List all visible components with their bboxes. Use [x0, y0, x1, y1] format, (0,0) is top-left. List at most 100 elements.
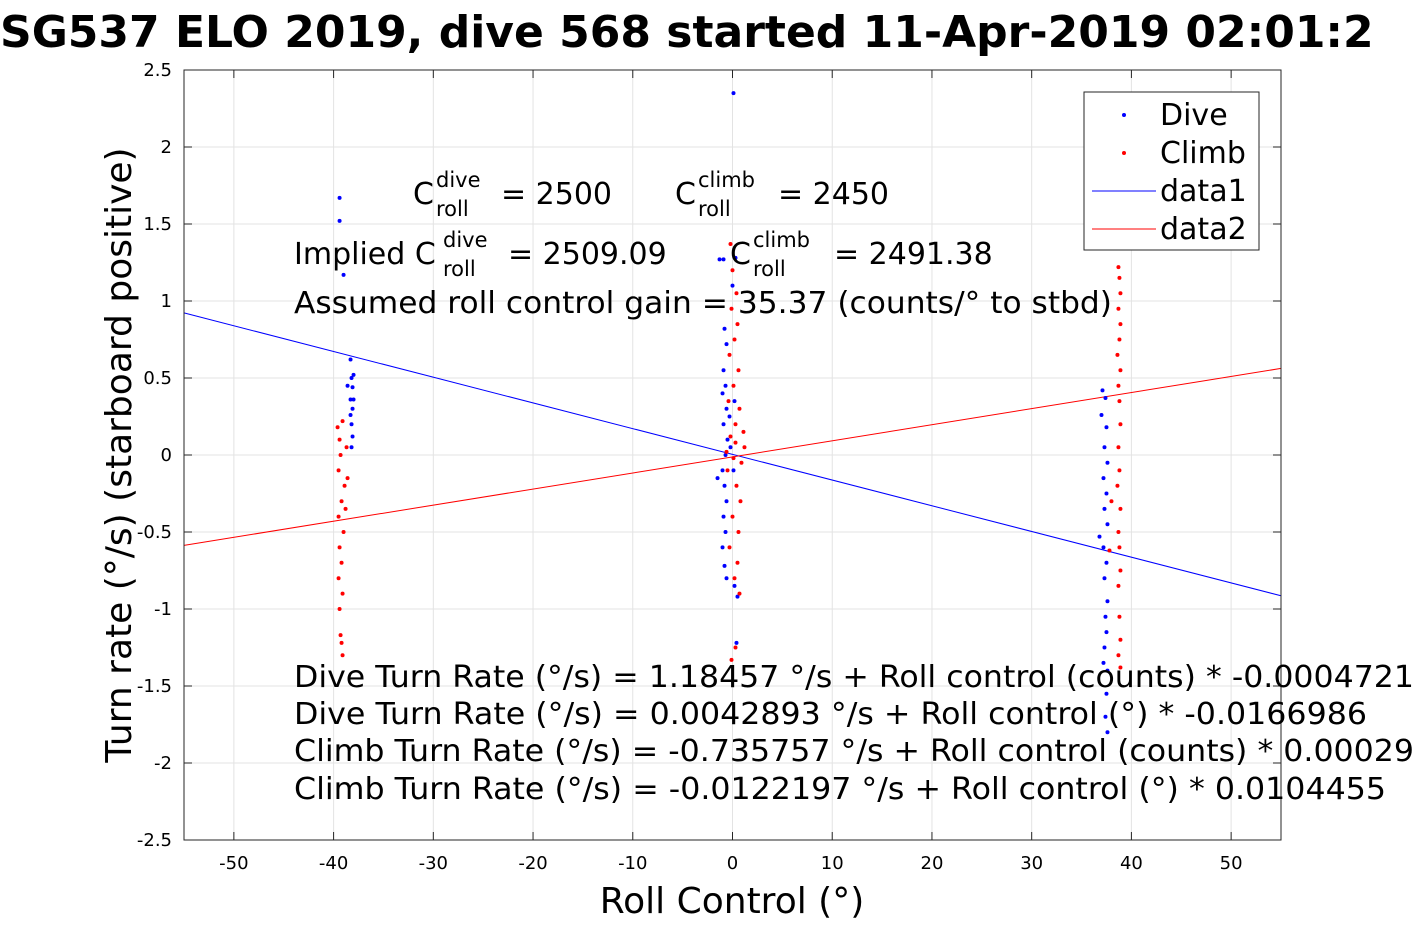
point-climb	[738, 499, 743, 504]
x-tick-label: -20	[518, 853, 547, 874]
point-dive	[351, 372, 356, 377]
y-axis-label: Turn rate (°/s) (starboard positive)	[99, 147, 140, 763]
point-dive	[341, 272, 346, 277]
point-dive	[724, 499, 729, 504]
point-climb	[724, 449, 729, 454]
point-climb	[727, 352, 732, 357]
point-dive	[1104, 630, 1109, 635]
point-dive	[1105, 668, 1110, 673]
point-climb	[739, 460, 744, 465]
gain-annotation: Assumed roll control gain = 35.37 (count…	[294, 286, 1112, 321]
point-dive	[1101, 660, 1106, 665]
point-dive	[351, 397, 356, 402]
y-tick-label: -0.5	[137, 522, 172, 543]
c-roll-dive-value: = 2500	[501, 177, 612, 212]
legend-label-data2: data2	[1160, 212, 1247, 247]
y-tick-label: 2.5	[143, 60, 172, 81]
point-dive	[724, 342, 729, 347]
y-tick-label: -1.5	[137, 676, 172, 697]
point-dive	[727, 414, 732, 419]
point-climb	[337, 607, 342, 611]
point-climb	[337, 545, 342, 550]
point-dive	[1104, 491, 1109, 496]
point-climb	[338, 633, 343, 638]
point-climb	[335, 425, 340, 430]
y-tick-label: 0.5	[143, 368, 172, 389]
point-dive	[1102, 506, 1107, 511]
legend: Dive Climb data1 data2	[1083, 91, 1260, 251]
point-dive	[721, 422, 726, 427]
point-climb	[1118, 506, 1123, 511]
point-climb	[1116, 383, 1121, 388]
point-dive	[1102, 576, 1107, 581]
point-climb	[340, 591, 345, 596]
point-dive	[724, 576, 729, 581]
point-dive	[721, 514, 726, 519]
point-climb	[337, 437, 342, 442]
point-dive	[720, 468, 725, 473]
point-dive	[1101, 545, 1106, 550]
y-axis-ticks: 2.5 2 1.5 1 0.5 0 -0.5 -1 -1.5 -2 -2.5	[137, 60, 1281, 851]
point-dive	[1105, 522, 1110, 527]
fit-equation-3: Climb Turn Rate (°/s) = -0.735757 °/s + …	[294, 734, 1414, 769]
point-dive	[723, 383, 728, 388]
point-dive	[349, 445, 354, 450]
point-climb	[735, 560, 740, 565]
c-roll-dive-base: C	[413, 177, 434, 212]
point-climb	[1118, 422, 1123, 427]
c-roll-climb-value: = 2450	[778, 177, 889, 212]
x-tick-label: 40	[1120, 853, 1143, 874]
point-climb	[344, 445, 349, 450]
point-climb	[733, 440, 738, 445]
implied-climb-value: = 2491.38	[834, 237, 993, 272]
x-tick-label: 20	[921, 853, 944, 874]
point-climb	[339, 499, 344, 504]
fit-equation-1: Dive Turn Rate (°/s) = 1.18457 °/s + Rol…	[294, 660, 1414, 695]
point-climb	[725, 468, 730, 473]
point-dive	[337, 218, 342, 223]
point-climb	[1118, 665, 1123, 670]
point-dive	[1103, 396, 1108, 401]
point-dive	[345, 383, 350, 388]
point-dive	[348, 412, 353, 417]
fit-line-data1	[183, 312, 1282, 597]
point-dive	[722, 483, 727, 488]
point-dive	[735, 594, 740, 599]
x-tick-label: -10	[618, 853, 647, 874]
point-climb	[1116, 653, 1121, 658]
point-climb	[733, 645, 738, 650]
point-climb	[1118, 637, 1123, 642]
point-dive	[720, 391, 725, 396]
c-roll-dive-sup: dive	[436, 168, 481, 192]
x-tick-label: 50	[1220, 853, 1243, 874]
point-dive	[349, 422, 354, 427]
point-climb	[734, 291, 739, 296]
point-dive	[722, 563, 727, 568]
point-climb	[1117, 275, 1122, 280]
implied-climb-sub: roll	[753, 257, 786, 281]
point-dive	[730, 283, 735, 288]
x-tick-label: -40	[319, 853, 348, 874]
x-tick-label: 10	[821, 853, 844, 874]
point-climb	[1116, 306, 1121, 311]
point-dive	[350, 385, 355, 390]
point-dive	[1097, 534, 1102, 539]
point-climb	[735, 322, 740, 327]
point-climb	[338, 453, 343, 457]
point-climb	[1116, 583, 1121, 588]
point-climb	[336, 576, 341, 581]
point-dive	[1105, 730, 1110, 735]
point-climb	[736, 368, 741, 373]
c-roll-climb-sub: roll	[698, 197, 731, 221]
y-tick-label: 0	[161, 445, 172, 466]
point-climb	[340, 653, 345, 658]
legend-label-dive: Dive	[1160, 98, 1228, 133]
point-dive	[1102, 445, 1107, 450]
point-climb	[339, 640, 344, 645]
point-dive	[732, 583, 737, 588]
implied-dive-sup: dive	[443, 228, 488, 252]
point-climb	[342, 483, 347, 488]
point-climb	[343, 506, 348, 511]
point-climb	[1117, 468, 1122, 473]
